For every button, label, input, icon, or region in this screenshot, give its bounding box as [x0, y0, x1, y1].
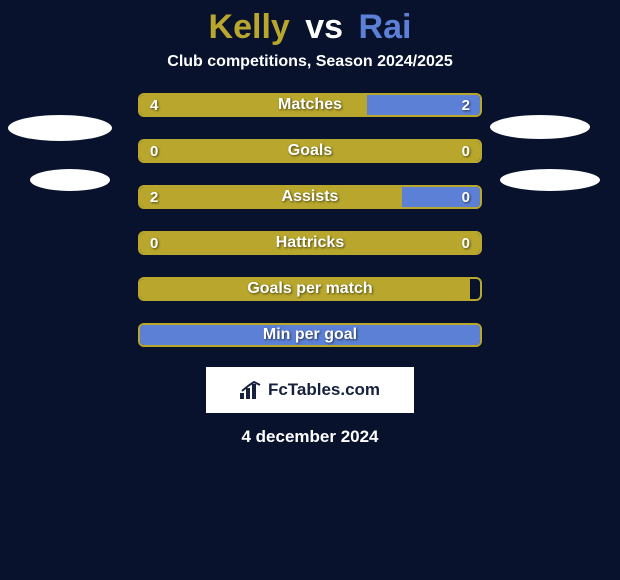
subtitle: Club competitions, Season 2024/2025: [0, 53, 620, 71]
stat-fill-left: [140, 141, 480, 161]
stat-row-matches: Matches42: [138, 93, 482, 117]
stat-value-left: 0: [150, 141, 158, 161]
content-area: Matches42Goals00Assists20Hattricks00Goal…: [0, 93, 620, 347]
stat-value-right: 0: [462, 141, 470, 161]
stat-fill-left: [140, 233, 480, 253]
stat-row-goals-per-match: Goals per match: [138, 277, 482, 301]
stat-fill-left: [140, 95, 367, 115]
stat-value-right: 0: [462, 233, 470, 253]
stat-value-right: 0: [462, 187, 470, 207]
stat-row-hattricks: Hattricks00: [138, 231, 482, 255]
player1-name: Kelly: [209, 8, 290, 46]
stat-fill-left: [140, 279, 470, 299]
fctables-logo-icon: [240, 381, 262, 399]
stat-fill-right: [140, 325, 480, 345]
stat-row-min-per-goal: Min per goal: [138, 323, 482, 347]
player2-name: Rai: [359, 8, 412, 46]
left-badge-ellipse: [8, 115, 112, 141]
stat-row-goals: Goals00: [138, 139, 482, 163]
stat-row-assists: Assists20: [138, 185, 482, 209]
fctables-badge-text: FcTables.com: [268, 380, 380, 400]
fctables-badge: FcTables.com: [206, 367, 414, 413]
stat-bars: Matches42Goals00Assists20Hattricks00Goal…: [138, 93, 482, 347]
stat-value-left: 2: [150, 187, 158, 207]
stat-value-left: 0: [150, 233, 158, 253]
stat-fill-left: [140, 187, 402, 207]
title-vs: vs: [305, 8, 343, 46]
left-badge-ellipse: [30, 169, 110, 191]
stat-value-right: 2: [462, 95, 470, 115]
snapshot-date: 4 december 2024: [0, 427, 620, 447]
right-badge-ellipse: [490, 115, 590, 139]
right-badge-ellipse: [500, 169, 600, 191]
stat-value-left: 4: [150, 95, 158, 115]
comparison-title: Kelly vs Rai: [0, 0, 620, 47]
